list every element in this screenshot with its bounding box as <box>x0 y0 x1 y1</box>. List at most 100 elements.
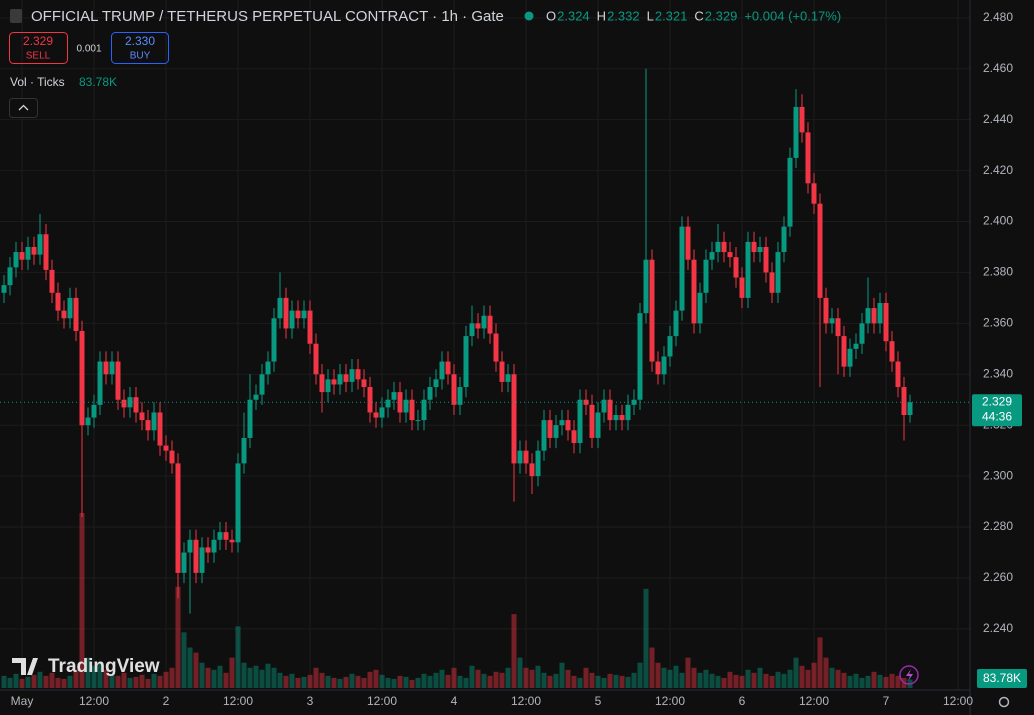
lightning-icon <box>906 669 913 681</box>
volume-bar <box>841 672 847 688</box>
candle-body <box>415 420 421 422</box>
lightning-button[interactable] <box>899 665 919 685</box>
y-tick-label: 2.240 <box>983 621 1013 635</box>
candle-body <box>829 318 835 324</box>
candle-body <box>115 361 121 400</box>
candle-body <box>175 463 181 573</box>
volume-bar <box>667 669 673 688</box>
collapse-button[interactable] <box>9 98 38 118</box>
buy-label[interactable]: BUY <box>130 51 151 62</box>
y-tick-label: 2.360 <box>983 316 1013 330</box>
volume-bar <box>43 675 49 688</box>
sell-price[interactable]: 2.329 <box>23 34 53 48</box>
candle-body <box>79 330 85 426</box>
candle-body <box>739 277 745 298</box>
candle-body <box>481 315 487 329</box>
candle-body <box>331 379 337 385</box>
volume-bar <box>379 674 385 688</box>
volume-bar <box>385 677 391 688</box>
volume-bar <box>313 667 319 688</box>
volume-bar <box>421 673 427 688</box>
volume-bar <box>259 669 265 688</box>
candle-body <box>403 399 409 413</box>
x-tick-label: 6 <box>739 694 746 708</box>
volume-bar <box>613 674 619 688</box>
volume-bar <box>253 665 259 688</box>
volume-bar <box>853 673 859 688</box>
volume-bar <box>817 637 823 688</box>
volume-bar <box>73 669 79 688</box>
volume-bar <box>223 672 229 688</box>
ohlc-value: 2.329 <box>705 8 738 23</box>
volume-bar <box>889 673 895 688</box>
candle-body <box>865 308 871 324</box>
volume-bar <box>1 675 7 688</box>
candle-body <box>871 308 877 324</box>
candle-body <box>169 450 175 464</box>
candle-body <box>235 463 241 543</box>
candle-body <box>313 343 319 375</box>
change: +0.004 (+0.17%) <box>744 8 841 23</box>
candle-body <box>679 226 685 311</box>
volume-bar <box>127 677 133 688</box>
candle-body <box>259 374 265 395</box>
candle-body <box>391 392 397 400</box>
candle-body <box>589 404 595 438</box>
volume-bar <box>283 675 289 688</box>
sell-label[interactable]: SELL <box>26 51 51 62</box>
candle-body <box>691 259 697 324</box>
volume-bar <box>811 662 817 688</box>
candle-body <box>1 285 7 293</box>
x-tick-label: 2 <box>163 694 170 708</box>
candle-body <box>133 397 139 413</box>
volume-bar <box>727 671 733 688</box>
candle-body <box>751 241 757 253</box>
y-tick-label: 2.400 <box>983 214 1013 228</box>
candle-body <box>67 297 73 319</box>
x-tick-label: 12:00 <box>511 694 541 708</box>
volume-bar <box>517 657 523 688</box>
volume-bar <box>19 678 25 688</box>
candle-body <box>139 412 145 421</box>
candle-body <box>217 532 223 540</box>
candle-body <box>625 404 631 421</box>
candle-body <box>337 374 343 385</box>
sell-button[interactable] <box>9 32 68 64</box>
volume-bar <box>13 673 19 688</box>
settings-icon[interactable] <box>998 696 1010 708</box>
volume-bar <box>823 657 829 688</box>
volume-bar <box>739 675 745 688</box>
candle-body <box>223 532 229 540</box>
candle-body <box>85 417 91 426</box>
volume-title: Vol · Ticks <box>10 75 65 89</box>
candle-body <box>109 361 115 375</box>
volume-bar <box>589 672 595 688</box>
volume-bar <box>721 677 727 688</box>
buy-price[interactable]: 2.330 <box>125 34 155 48</box>
candle-body <box>265 361 271 375</box>
volume-bar <box>25 676 31 688</box>
volume-bar <box>187 647 193 688</box>
volume-bar <box>109 673 115 688</box>
volume-bar <box>67 675 73 688</box>
candle-body <box>205 547 211 553</box>
candle-body <box>289 310 295 329</box>
x-tick-label: 12:00 <box>943 694 973 708</box>
volume-bar <box>499 672 505 688</box>
volume-bar <box>457 675 463 688</box>
volume-bar <box>247 667 253 688</box>
y-tick-label: 2.460 <box>983 61 1013 75</box>
volume-bar <box>169 667 175 688</box>
symbol-icon <box>10 9 22 23</box>
volume-bar <box>373 669 379 688</box>
volume-bar <box>877 674 883 688</box>
volume-bar <box>235 626 241 688</box>
buy-button[interactable] <box>111 32 169 64</box>
candle-body <box>43 234 49 270</box>
volume-bar <box>679 672 685 688</box>
candles <box>1 68 913 614</box>
volume-bar <box>349 673 355 688</box>
candle-body <box>361 379 367 388</box>
volume-bar <box>193 652 199 688</box>
